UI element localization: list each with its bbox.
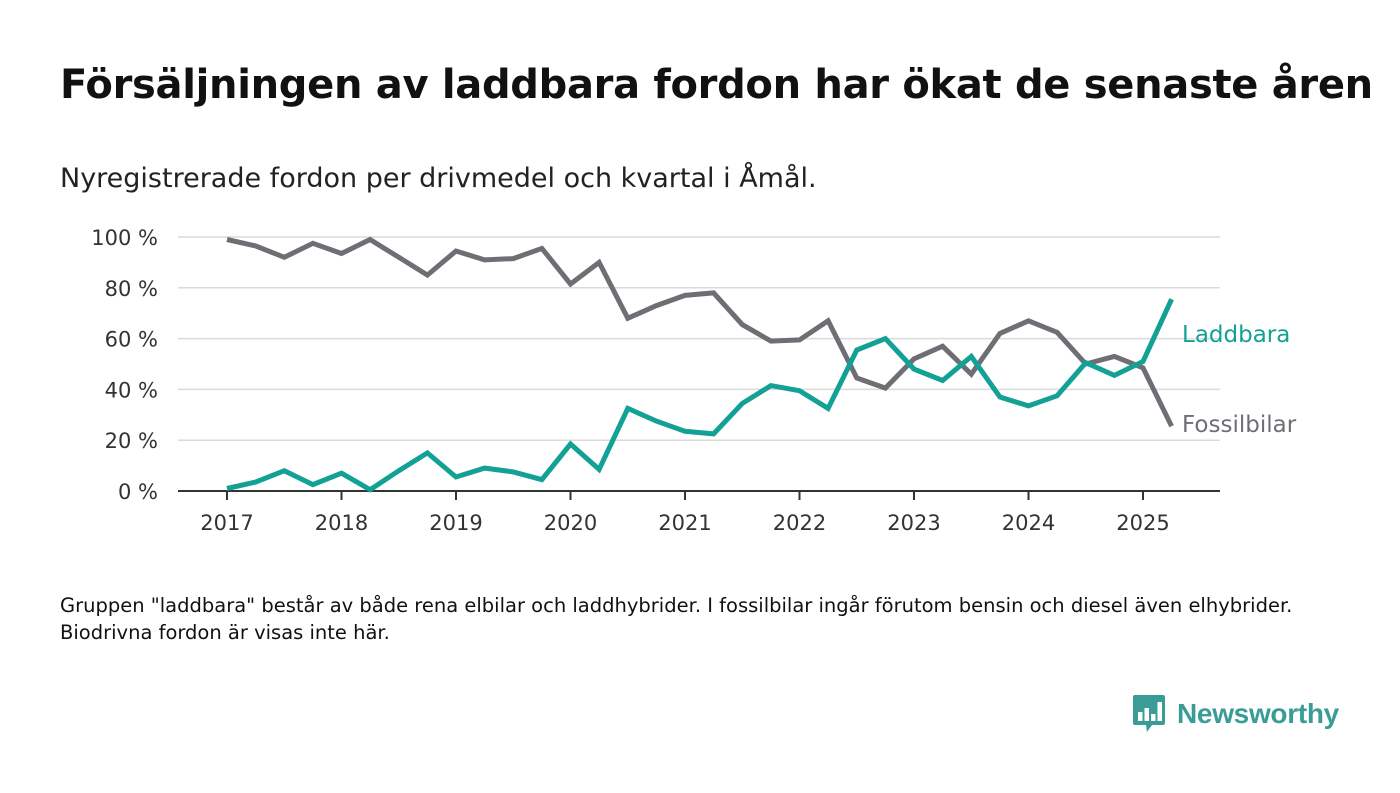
series-label-laddbara: Laddbara xyxy=(1182,322,1290,348)
newsworthy-logo: Newsworthy xyxy=(1132,692,1339,736)
series-lines xyxy=(226,236,1174,493)
x-tick-label: 2020 xyxy=(544,511,597,535)
chart-title: Försäljningen av laddbara fordon har öka… xyxy=(60,62,1373,108)
y-axis: 0 % 20 % 40 % 60 % 80 % 100 % xyxy=(91,226,158,504)
series-line-laddbara xyxy=(226,298,1174,493)
x-tick-label: 2024 xyxy=(1002,511,1055,535)
x-axis: 2017 2018 2019 2020 2021 2022 2023 2024 2025 xyxy=(178,490,1220,535)
x-tick-label: 2017 xyxy=(200,511,253,535)
bar-chart-speech-bubble-icon xyxy=(1133,695,1165,732)
chart-subtitle: Nyregistrerade fordon per drivmedel och … xyxy=(60,163,817,194)
x-tick-label: 2022 xyxy=(773,511,826,535)
x-tick-label: 2018 xyxy=(315,511,368,535)
x-tick-label: 2023 xyxy=(887,511,940,535)
brand-name: Newsworthy xyxy=(1177,698,1339,729)
y-tick-label: 100 % xyxy=(91,226,158,250)
x-tick-label: 2021 xyxy=(658,511,711,535)
y-tick-label: 40 % xyxy=(105,378,158,402)
y-tick-label: 0 % xyxy=(118,480,158,504)
x-tick-label: 2019 xyxy=(429,511,482,535)
series-labels: Laddbara Fossilbilar xyxy=(1182,322,1297,438)
y-tick-label: 80 % xyxy=(105,277,158,301)
x-tick-label: 2025 xyxy=(1116,511,1169,535)
y-tick-label: 20 % xyxy=(105,429,158,453)
series-label-fossilbilar: Fossilbilar xyxy=(1182,412,1297,438)
chart-footnote: Gruppen "laddbara" består av både rena e… xyxy=(60,594,1293,644)
series-line-fossilbilar xyxy=(226,236,1174,428)
y-tick-label: 60 % xyxy=(105,328,158,352)
gridlines xyxy=(178,236,1220,441)
